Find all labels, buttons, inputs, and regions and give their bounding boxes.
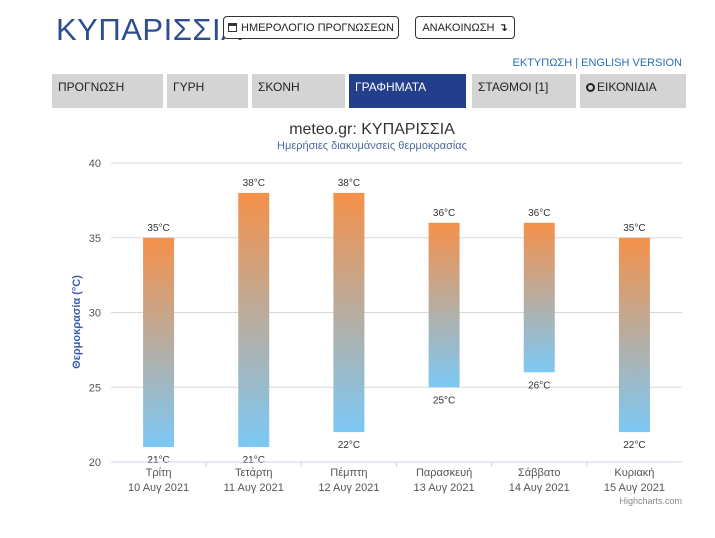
temperature-chart: meteo.gr: ΚΥΠΑΡΙΣΣΙΑ Ημερήσιες διακυμάνσ… <box>0 110 715 520</box>
min-temp-label: 25°C <box>433 395 455 406</box>
min-temp-label: 22°C <box>338 440 360 451</box>
x-tick-date: 10 Αυγ 2021 <box>128 482 189 494</box>
max-temp-label: 35°C <box>147 223 169 234</box>
x-tick-date: 14 Αυγ 2021 <box>509 482 570 494</box>
tab-label: ΣΤΑΘΜΟΙ [1] <box>478 80 549 94</box>
tab-charts[interactable]: ΓΡΑΦΗΜΑΤΑ <box>349 74 466 108</box>
tab-label: ΣΚΟΝΗ <box>258 80 300 94</box>
link-separator: | <box>572 57 582 69</box>
x-tick-day: Παρασκευή <box>416 467 472 479</box>
tab-widgets[interactable]: ΕΙΚΟΝΙΔΙΑ <box>580 74 686 108</box>
y-tick-label: 40 <box>89 158 101 170</box>
tab-dust[interactable]: ΣΚΟΝΗ <box>252 74 345 108</box>
tab-pollen[interactable]: ΓΥΡΗ <box>167 74 248 108</box>
chart-title: meteo.gr: ΚΥΠΑΡΙΣΣΙΑ <box>289 121 455 138</box>
max-temp-label: 36°C <box>528 208 550 219</box>
forecast-calendar-button[interactable]: ΗΜΕΡΟΛΟΓΙΟ ΠΡΟΓΝΩΣΕΩΝ <box>223 16 399 39</box>
y-tick-label: 25 <box>89 382 101 394</box>
temperature-bar[interactable] <box>523 222 555 373</box>
tab-label: ΕΙΚΟΝΙΔΙΑ <box>597 80 657 94</box>
chart-subtitle: Ημερήσιες διακυμάνσεις θερμοκρασίας <box>277 140 467 152</box>
tab-forecast[interactable]: ΠΡΟΓΝΩΣΗ <box>52 74 163 108</box>
x-tick-date: 15 Αυγ 2021 <box>604 482 665 494</box>
temperature-bar[interactable] <box>238 192 270 448</box>
temperature-bar[interactable] <box>333 192 365 433</box>
x-tick-day: Τρίτη <box>146 467 172 479</box>
x-tick-date: 12 Αυγ 2021 <box>318 482 379 494</box>
min-temp-label: 22°C <box>623 440 645 451</box>
page-title: ΚΥΠΑΡΙΣΣΙΑ <box>56 12 243 47</box>
chart-svg: meteo.gr: ΚΥΠΑΡΙΣΣΙΑ Ημερήσιες διακυμάνσ… <box>71 121 682 506</box>
x-tick-day: Τετάρτη <box>235 467 273 479</box>
y-tick-label: 35 <box>89 233 101 245</box>
temperature-bar[interactable] <box>618 237 650 433</box>
max-temp-label: 38°C <box>243 178 265 189</box>
x-tick-day: Κυριακή <box>614 467 654 479</box>
x-tick-date: 11 Αυγ 2021 <box>224 482 284 494</box>
english-version-link[interactable]: ENGLISH VERSION <box>581 57 682 69</box>
forecast-calendar-label: ΗΜΕΡΟΛΟΓΙΟ ΠΡΟΓΝΩΣΕΩΝ <box>241 21 394 34</box>
tab-stations[interactable]: ΣΤΑΘΜΟΙ [1] <box>472 74 576 108</box>
min-temp-label: 26°C <box>528 380 550 391</box>
temperature-bar[interactable] <box>428 222 460 388</box>
announcement-label: ΑΝΑΚΟΙΝΩΣΗ <box>422 21 495 34</box>
min-temp-label: 21°C <box>243 455 265 466</box>
y-tick-label: 20 <box>89 457 101 469</box>
tab-label: ΓΥΡΗ <box>173 80 205 94</box>
y-tick-label: 30 <box>89 308 101 320</box>
temperature-bar[interactable] <box>143 237 175 448</box>
header-links: ΕΚΤΥΠΩΣΗ | ENGLISH VERSION <box>513 57 682 69</box>
print-link[interactable]: ΕΚΤΥΠΩΣΗ <box>512 57 573 69</box>
max-temp-label: 38°C <box>338 178 360 189</box>
tab-label: ΓΡΑΦΗΜΑΤΑ <box>355 80 427 94</box>
chart-credit[interactable]: Highcharts.com <box>619 496 682 506</box>
max-temp-label: 36°C <box>433 208 455 219</box>
x-tick-date: 13 Αυγ 2021 <box>414 482 475 494</box>
x-tick-day: Σάββατο <box>518 467 560 479</box>
min-temp-label: 21°C <box>147 455 169 466</box>
calendar-icon <box>228 23 238 32</box>
gear-icon <box>586 83 595 92</box>
announcement-button[interactable]: ΑΝΑΚΟΙΝΩΣΗ ↴ <box>415 16 515 39</box>
max-temp-label: 35°C <box>623 223 645 234</box>
y-axis-label: Θερμοκρασία (°C) <box>71 275 83 369</box>
x-tick-day: Πέμπτη <box>330 467 367 479</box>
tab-label: ΠΡΟΓΝΩΣΗ <box>58 80 125 94</box>
arrow-down-icon: ↴ <box>498 22 508 34</box>
